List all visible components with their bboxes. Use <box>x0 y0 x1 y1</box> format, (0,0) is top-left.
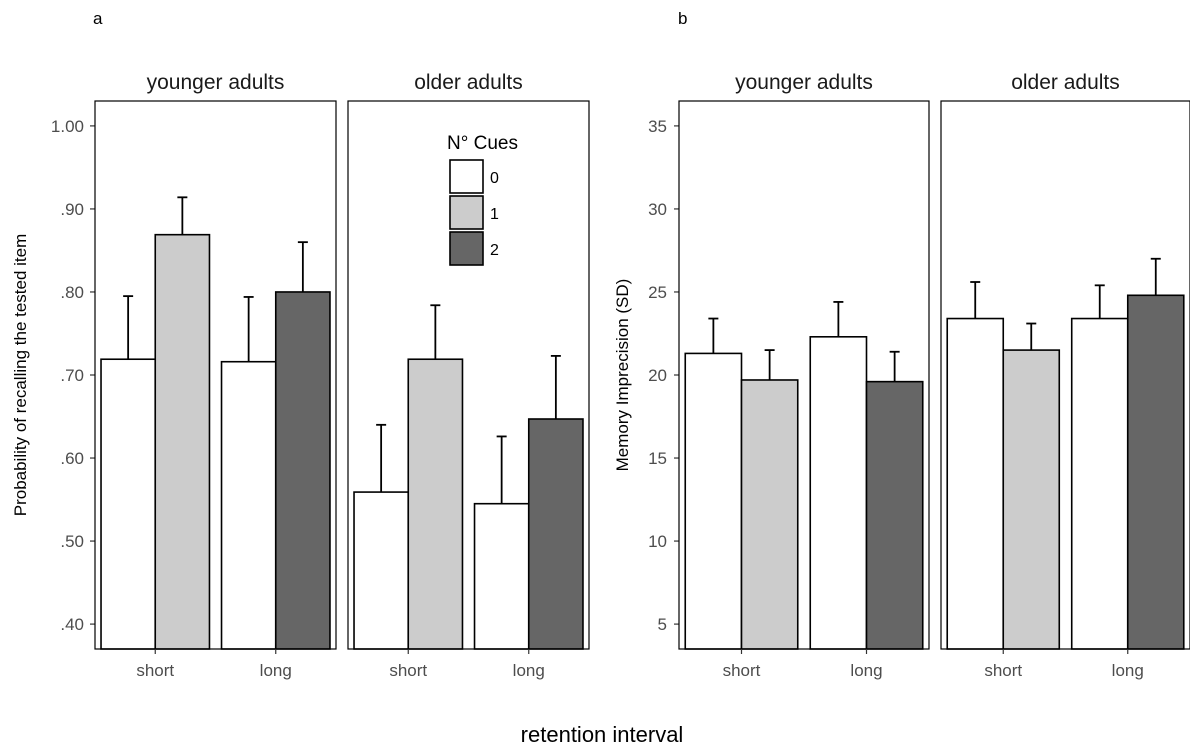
legend-title: N° Cues <box>447 133 518 154</box>
bar <box>154 233 211 650</box>
panel-label: b <box>678 9 687 28</box>
x-tick-label: long <box>260 661 292 680</box>
bar <box>684 352 743 650</box>
facet-border <box>94 100 337 650</box>
y-tick-label: .70 <box>60 366 84 385</box>
bar <box>220 360 277 650</box>
bar <box>100 358 157 650</box>
facet-border <box>678 100 930 650</box>
legend-swatch <box>449 195 484 230</box>
y-axis-title: Probability of recalling the tested item <box>11 234 30 517</box>
y-tick-label: .50 <box>60 532 84 551</box>
y-tick-label: 15 <box>648 449 667 468</box>
x-tick-label: short <box>136 661 174 680</box>
y-tick-label: 25 <box>648 283 667 302</box>
bar <box>809 336 868 650</box>
legend-label: 2 <box>490 242 499 259</box>
legend-label: 0 <box>490 170 499 187</box>
facet-border <box>940 100 1190 650</box>
bar <box>473 502 530 650</box>
y-tick-label: 1.00 <box>51 117 84 136</box>
y-tick-label: 10 <box>648 532 667 551</box>
bar <box>1126 294 1185 650</box>
y-tick-label: .60 <box>60 449 84 468</box>
facet-border <box>347 100 590 650</box>
bar <box>407 358 464 650</box>
x-tick-label: long <box>850 661 882 680</box>
legend-swatch <box>449 159 484 194</box>
bar <box>740 379 799 650</box>
x-tick-label: short <box>723 661 761 680</box>
legend-swatch <box>449 231 484 266</box>
facet-title: younger adults <box>147 71 285 94</box>
y-tick-label: 20 <box>648 366 667 385</box>
y-axis-title: Memory Imprecision (SD) <box>613 279 632 472</box>
bar <box>353 491 410 650</box>
y-tick-label: .80 <box>60 283 84 302</box>
x-tick-label: short <box>984 661 1022 680</box>
bar <box>946 317 1005 650</box>
bar <box>527 418 584 650</box>
facet-title: older adults <box>414 71 523 94</box>
legend-label: 1 <box>490 206 499 223</box>
bar <box>865 380 924 650</box>
x-tick-label: long <box>1112 661 1144 680</box>
y-tick-label: .40 <box>60 615 84 634</box>
panel-label: a <box>93 9 103 28</box>
facet-title: younger adults <box>735 71 873 94</box>
y-tick-label: .90 <box>60 200 84 219</box>
bar <box>1002 349 1061 650</box>
x-axis-title: retention interval <box>521 722 684 746</box>
y-tick-label: 35 <box>648 117 667 136</box>
x-tick-label: long <box>513 661 545 680</box>
bar <box>1070 317 1129 650</box>
facet-title: older adults <box>1011 71 1120 94</box>
y-tick-label: 30 <box>648 200 667 219</box>
y-tick-label: 5 <box>658 615 667 634</box>
x-tick-label: short <box>389 661 427 680</box>
bar <box>274 291 331 650</box>
